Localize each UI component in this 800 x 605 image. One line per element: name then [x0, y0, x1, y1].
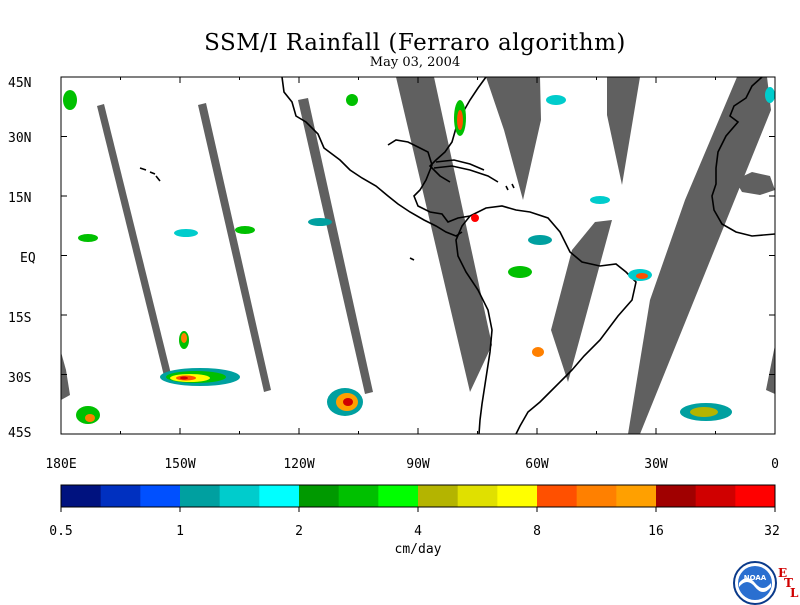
swath-gap [396, 77, 492, 392]
longitude-label: 120W [283, 457, 314, 472]
europe-africa-coast [711, 76, 776, 237]
color-bar-swatch [338, 485, 379, 507]
swath-gap [486, 77, 541, 200]
hawaii-islands [139, 167, 161, 182]
map-title: SSM/I Rainfall (Ferraro algorithm) [204, 30, 626, 56]
rain-patch [308, 218, 332, 226]
latitude-label: 45S [8, 426, 31, 441]
gulf-coast [387, 139, 471, 223]
galapagos [409, 257, 415, 261]
color-bar-swatch [378, 485, 419, 507]
east-coast-north-america [428, 76, 487, 183]
longitude-label: 60W [525, 457, 549, 472]
color-bar-tick-label: 4 [414, 524, 422, 539]
color-bar-tick-label: 1 [176, 524, 184, 539]
color-bar-swatch [656, 485, 697, 507]
rain-patch [528, 235, 552, 245]
color-bar-swatch [576, 485, 617, 507]
color-bar-swatch [100, 485, 141, 507]
color-bar-swatch [616, 485, 657, 507]
latitude-label: 45N [8, 76, 31, 91]
rain-patch [546, 95, 566, 105]
longitude-label: 30W [644, 457, 668, 472]
rain-patch [346, 94, 358, 106]
rain-patch [180, 376, 188, 380]
longitude-labels: 180E 150W 120W 90W 60W 30W 0 [45, 457, 779, 472]
longitude-label: 180E [45, 457, 76, 472]
map-date: May 03, 2004 [369, 55, 461, 70]
latitude-label: 30S [8, 371, 31, 386]
longitude-label: 150W [164, 457, 195, 472]
color-bar-swatch [418, 485, 459, 507]
color-bar-swatch [61, 485, 102, 507]
swath-gap [97, 104, 172, 380]
color-bar-swatch [219, 485, 260, 507]
rain-patch [690, 407, 718, 417]
swath-gap [551, 220, 612, 382]
color-bar-labels: 0.5 1 2 4 8 16 32 cm/day [49, 524, 780, 557]
color-bar-tick-label: 32 [764, 524, 780, 539]
latitude-label: EQ [20, 251, 36, 266]
etl-logo-mark: E T L [778, 566, 799, 600]
color-bar-swatch [457, 485, 498, 507]
rain-patch [78, 234, 98, 242]
south-america-west-coast [455, 215, 493, 435]
rain-patches [63, 87, 775, 424]
color-bar-swatch [735, 485, 776, 507]
coastlines [139, 76, 776, 435]
color-bar [60, 484, 776, 512]
rain-patch [590, 196, 610, 204]
rain-patch [471, 214, 479, 222]
axis-ticks [60, 76, 776, 435]
swath-gap [298, 98, 373, 394]
color-bar-swatch [497, 485, 538, 507]
latitude-label: 15S [8, 311, 31, 326]
color-bar-swatch [299, 485, 340, 507]
north-america-coast [281, 76, 463, 237]
swath-gap [61, 352, 70, 400]
rain-patch [765, 87, 775, 103]
rain-patch [235, 226, 255, 234]
color-bar-swatch [180, 485, 221, 507]
rain-patch [532, 347, 544, 357]
rain-patch [636, 273, 648, 279]
color-bar-tick-label: 2 [295, 524, 303, 539]
rain-patch [181, 333, 187, 343]
cuba [435, 159, 485, 171]
longitude-label: 0 [771, 457, 779, 472]
rain-patch [85, 414, 95, 422]
swath-gap [607, 77, 640, 185]
swath-gaps [61, 77, 775, 434]
latitude-label: 30N [8, 131, 31, 146]
rain-patch [343, 398, 353, 406]
color-bar-tick-label: 16 [648, 524, 664, 539]
color-bar-tick-label: 8 [533, 524, 541, 539]
color-bar-swatch [695, 485, 736, 507]
latitude-label: 15N [8, 191, 31, 206]
greenland-cloud [735, 172, 775, 195]
color-bar-swatch [140, 485, 181, 507]
longitude-label: 90W [406, 457, 430, 472]
rain-patch [174, 229, 198, 237]
rain-patch [508, 266, 532, 278]
color-bar-unit: cm/day [395, 542, 442, 557]
color-bar-swatch [537, 485, 578, 507]
color-bar-tick-label: 0.5 [49, 524, 72, 539]
rain-patch [63, 90, 77, 110]
swath-gap [198, 103, 271, 392]
swath-gap [766, 345, 775, 394]
color-bar-swatch [259, 485, 300, 507]
svg-text:NOAA: NOAA [744, 574, 767, 582]
caribbean-small [505, 183, 515, 191]
swath-gap [628, 77, 771, 434]
rain-patch [457, 110, 463, 130]
latitude-labels: 45N 30N 15N EQ 15S 30S 45S [8, 76, 36, 441]
noaa-logo: NOAA [733, 561, 777, 605]
caribbean-islands [433, 165, 499, 183]
